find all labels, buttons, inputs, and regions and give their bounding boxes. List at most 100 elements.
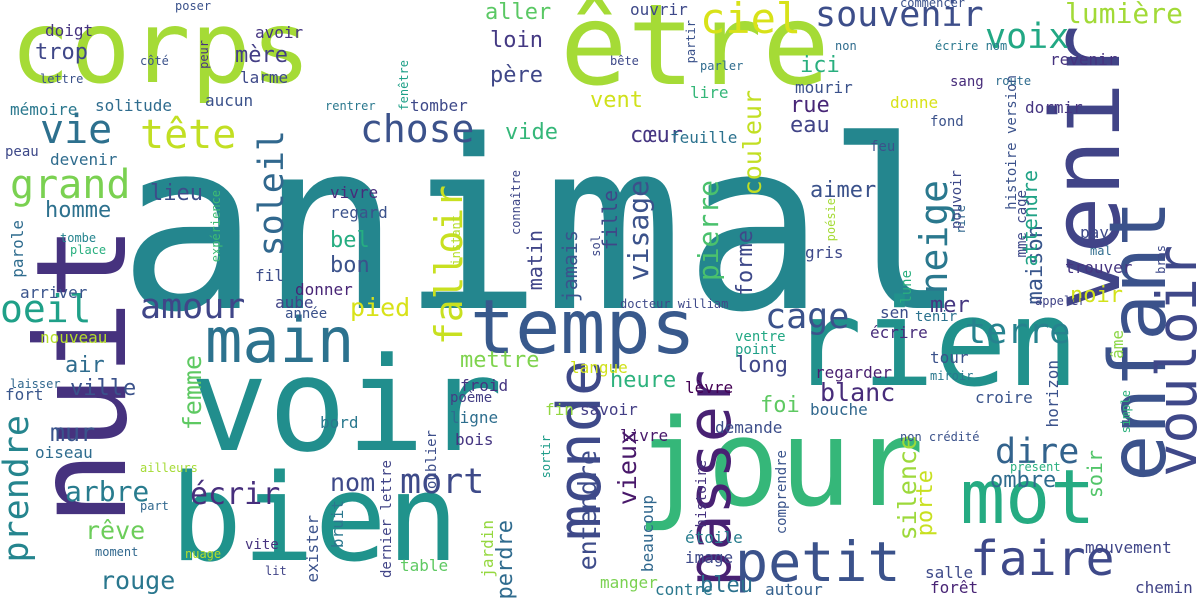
- cloud-word: bois: [455, 430, 494, 449]
- cloud-word: ciel: [700, 0, 802, 43]
- cloud-word: peur: [197, 40, 211, 69]
- cloud-word: sol: [589, 235, 603, 257]
- cloud-word: oublier: [424, 430, 440, 490]
- cloud-word: expérience: [209, 190, 223, 263]
- cloud-word: année: [285, 306, 328, 322]
- cloud-word: fort: [5, 385, 44, 404]
- cloud-word: connaître: [509, 170, 523, 236]
- cloud-word: tête: [140, 112, 237, 158]
- cloud-word: neige: [912, 180, 956, 295]
- cloud-word: chose: [360, 107, 475, 151]
- cloud-word: long: [735, 353, 788, 378]
- cloud-word: bon: [330, 253, 370, 278]
- cloud-word: mer: [930, 293, 970, 318]
- cloud-word: trouver: [1065, 258, 1133, 277]
- cloud-word: partir: [684, 20, 698, 64]
- cloud-word: beaucoup: [638, 495, 657, 573]
- cloud-word: foi: [760, 393, 800, 418]
- cloud-word: être: [560, 0, 830, 111]
- cloud-word: mouvement: [1085, 538, 1172, 557]
- cloud-word: poésie: [824, 198, 838, 242]
- cloud-word: bien: [170, 450, 459, 589]
- cloud-word: rien: [790, 275, 1079, 414]
- cloud-word: noir: [1070, 283, 1123, 308]
- cloud-word: bête: [610, 54, 639, 68]
- cloud-word: bord: [320, 413, 359, 432]
- cloud-word: côté: [140, 54, 169, 68]
- cloud-word: temps: [470, 283, 696, 371]
- cloud-word: rouge: [100, 566, 176, 595]
- cloud-word: pouvoir: [949, 170, 965, 230]
- cloud-word: livre: [620, 426, 669, 445]
- cloud-word: fil: [255, 266, 284, 285]
- cloud-word: voix: [985, 17, 1070, 57]
- cloud-word: poème: [450, 390, 493, 406]
- cloud-word: vide: [505, 120, 558, 145]
- cloud-word: regard: [330, 203, 388, 222]
- cloud-word: mémoire: [10, 100, 78, 119]
- cloud-word: ville: [70, 376, 137, 401]
- cloud-word: père: [490, 63, 543, 88]
- cloud-word: manger: [600, 573, 658, 592]
- cloud-word: dernier lettre: [379, 460, 395, 579]
- cloud-word: lune: [899, 270, 915, 304]
- cloud-word: tenir: [915, 309, 958, 325]
- cloud-word: visage: [622, 180, 655, 282]
- cloud-word: miroir: [930, 369, 974, 383]
- cloud-word: cœur: [630, 123, 683, 148]
- cloud-word: souvenir: [815, 0, 984, 35]
- cloud-word: nouveau: [40, 328, 108, 347]
- cloud-word: âme: [1108, 330, 1127, 359]
- cloud-word: appeler: [1035, 294, 1086, 308]
- cloud-word: laisser: [10, 377, 61, 391]
- cloud-word: fenêtre: [397, 60, 411, 111]
- cloud-word: chemin: [1135, 578, 1193, 597]
- cloud-word: non crédité: [900, 430, 980, 444]
- cloud-word: prendre: [0, 415, 37, 563]
- cloud-word: mme cage: [1014, 190, 1030, 258]
- cloud-word: lieu: [150, 181, 203, 206]
- cloud-word: bras: [1154, 245, 1168, 274]
- cloud-word: écrire: [870, 323, 928, 342]
- cloud-word: terre: [965, 312, 1071, 352]
- cloud-word: femme: [178, 355, 207, 431]
- cloud-word: larme: [240, 68, 289, 87]
- cloud-word: sang: [950, 74, 984, 90]
- cloud-word: lumière: [1065, 0, 1184, 30]
- cloud-word: vivre: [330, 183, 379, 202]
- cloud-word: ailleurs: [140, 461, 198, 475]
- cloud-word: dire: [995, 432, 1080, 472]
- cloud-word: aube: [275, 293, 314, 312]
- cloud-word: mettre: [460, 348, 540, 373]
- cloud-word: feuille: [670, 128, 738, 147]
- cloud-word: contre: [655, 580, 713, 599]
- cloud-word: lettre: [40, 72, 84, 86]
- cloud-word: non: [835, 39, 857, 53]
- cloud-word: vent: [590, 88, 643, 113]
- cloud-word: horizon: [1043, 360, 1062, 428]
- cloud-word: froid: [460, 376, 509, 395]
- cloud-word: étoile: [685, 528, 743, 547]
- cloud-word: corps: [10, 0, 312, 106]
- cloud-word: moment: [95, 545, 139, 559]
- cloud-word: perdre: [493, 520, 518, 600]
- cloud-word: fille: [598, 190, 622, 251]
- cloud-word: jardin: [478, 520, 497, 578]
- cloud-word: grand: [10, 162, 131, 208]
- cloud-word: ici: [800, 53, 840, 78]
- cloud-word: porte: [913, 470, 938, 537]
- cloud-word: parler: [700, 59, 744, 73]
- cloud-word: bel: [330, 228, 370, 253]
- cloud-word: matin: [523, 230, 547, 291]
- cloud-word: poser: [175, 0, 212, 13]
- cloud-word: aller: [485, 0, 552, 25]
- cloud-word: tomber: [410, 96, 468, 115]
- cloud-word: avoir: [255, 23, 304, 42]
- cloud-word: ombre: [990, 468, 1057, 493]
- cloud-word: fond: [930, 114, 964, 130]
- cloud-word: faire: [970, 531, 1115, 587]
- cloud-word: regarder: [815, 363, 893, 382]
- cloud-word: rue: [790, 93, 830, 118]
- cloud-word: savoir: [580, 400, 638, 419]
